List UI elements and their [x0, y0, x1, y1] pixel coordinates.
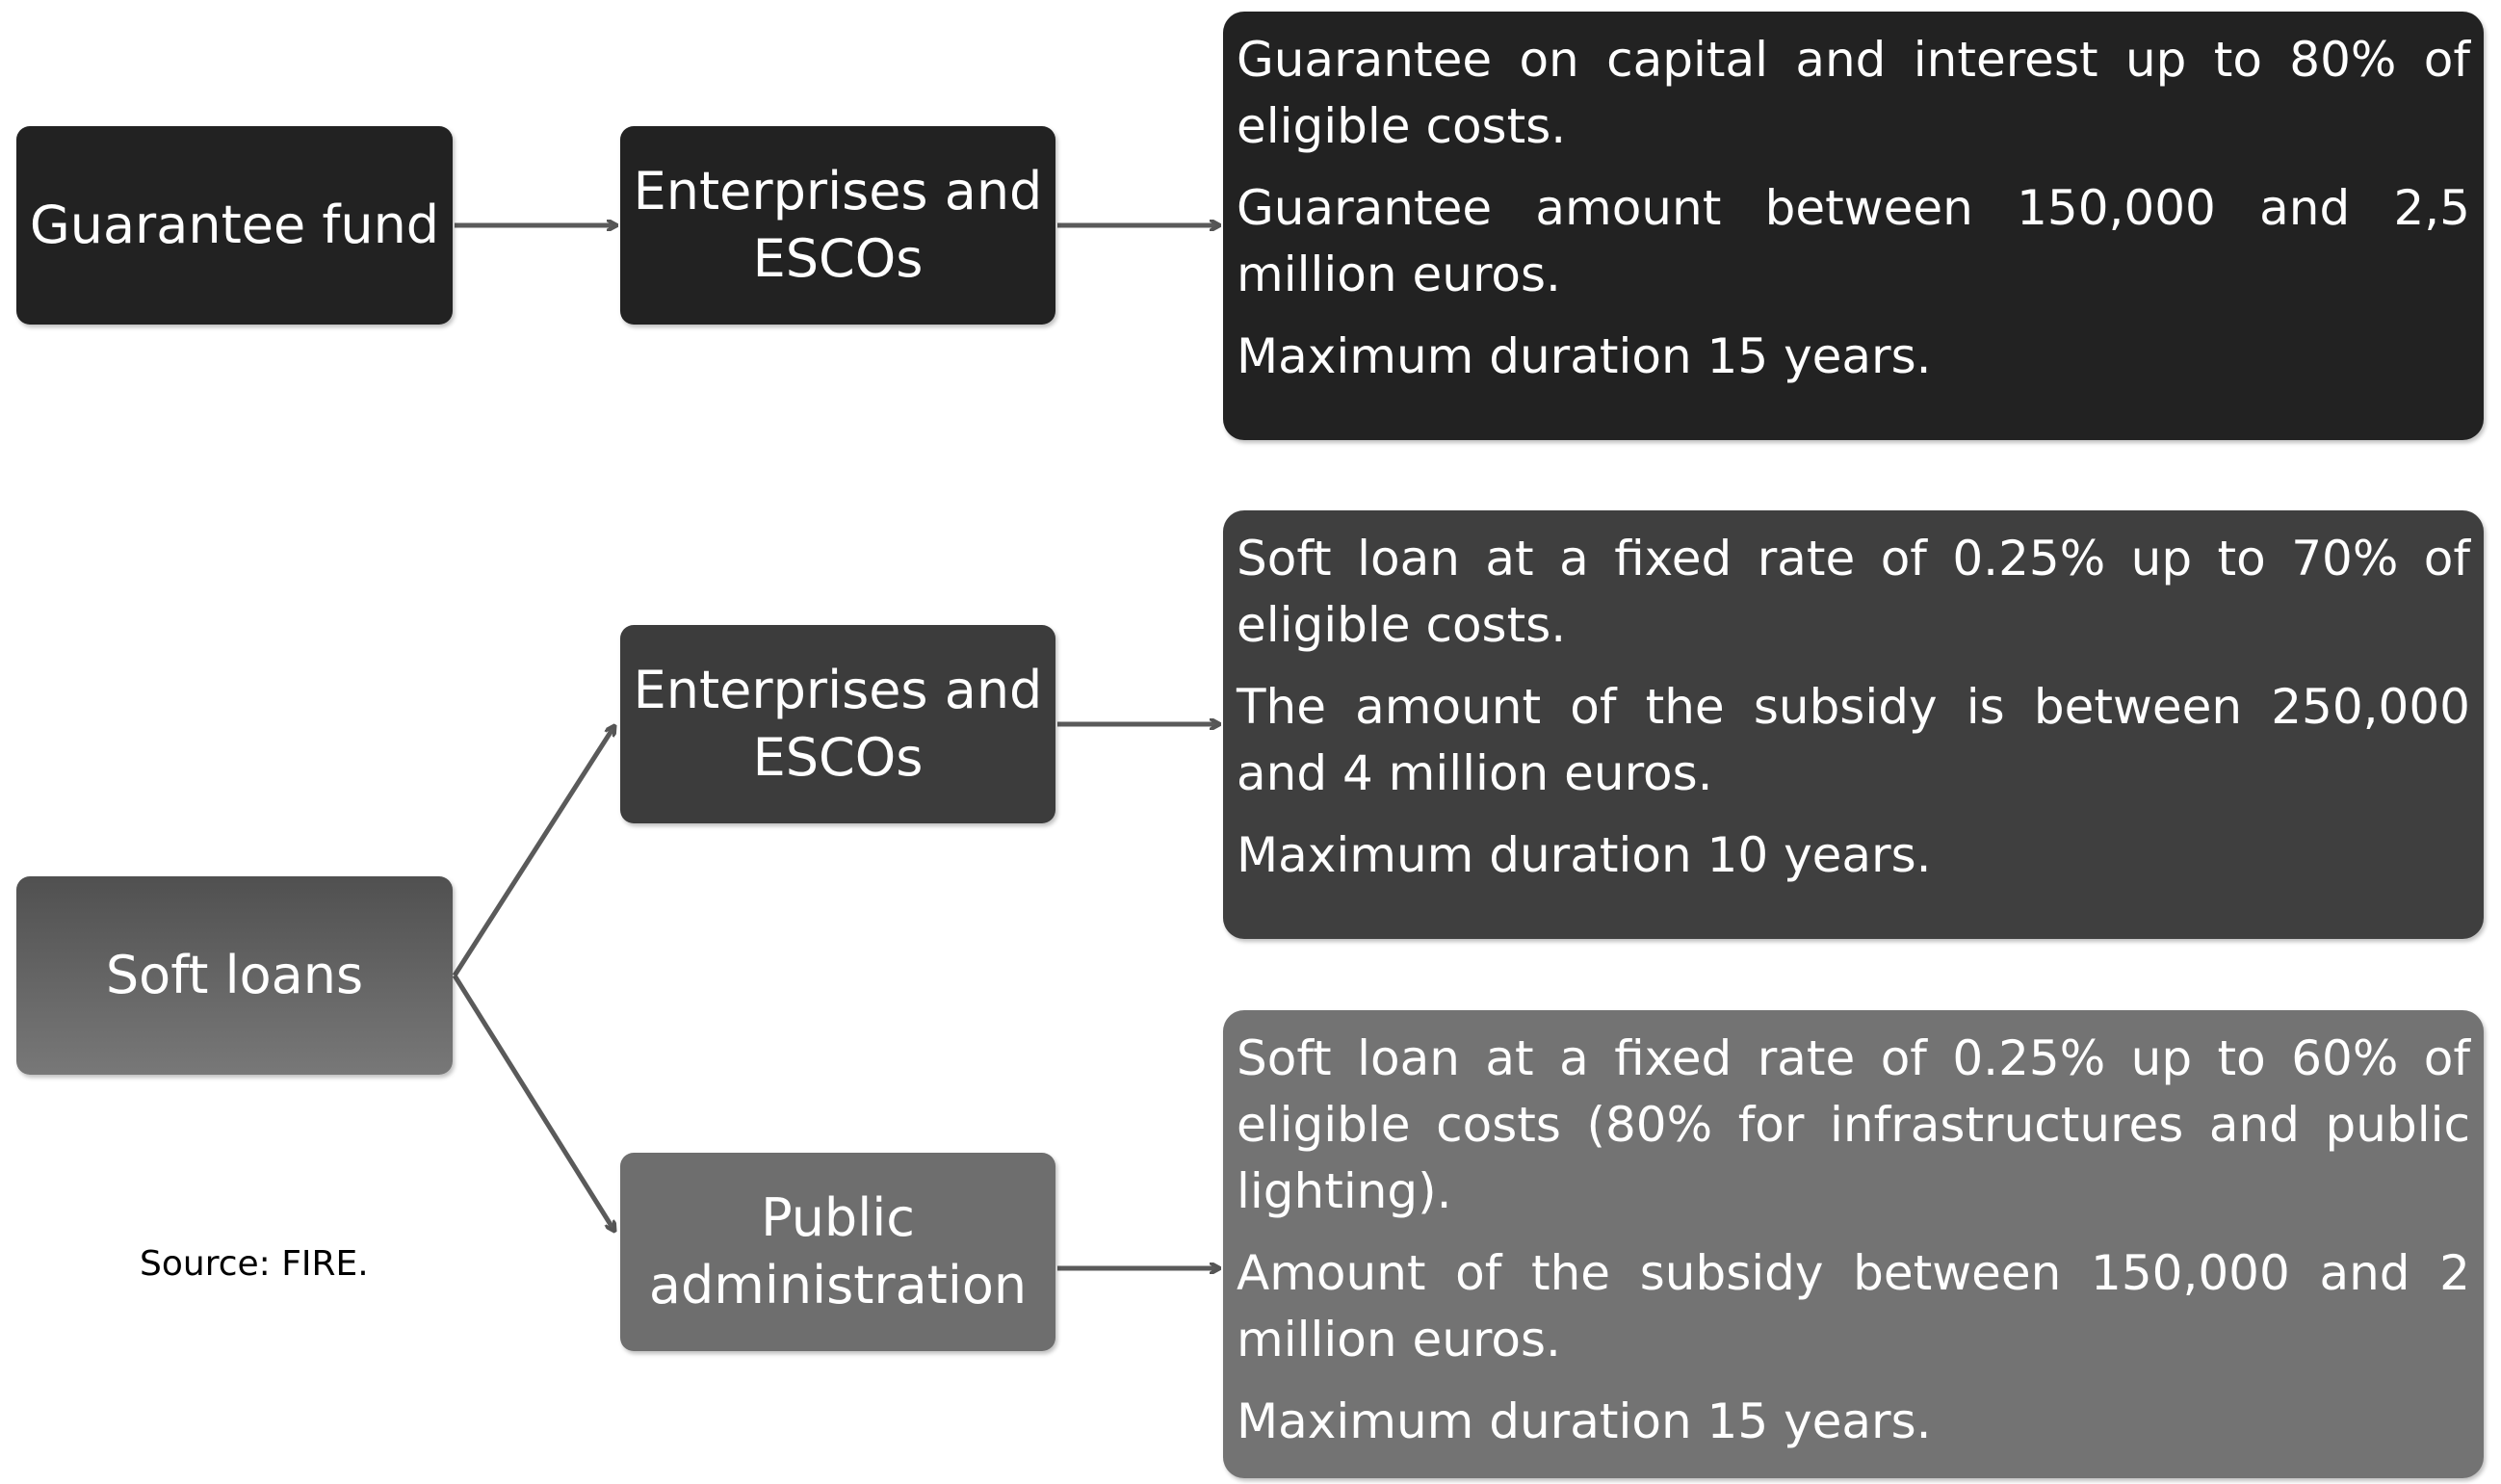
detail-text: Soft loan at a fixed rate of 0.25% up to…	[1237, 531, 2470, 653]
detail-text: Maximum duration 15 years.	[1237, 328, 1932, 384]
detail-text: Soft loan at a fixed rate of 0.25% up to…	[1237, 1030, 2470, 1219]
node: Guarantee fund	[16, 126, 453, 325]
detail-box: Soft loan at a fixed rate of 0.25% up to…	[1223, 510, 2484, 939]
node: Enterprises and ESCOs	[620, 625, 1055, 823]
detail-text: The amount of the subsidy is between 250…	[1237, 679, 2470, 801]
source-note: Source: FIRE.	[140, 1244, 369, 1284]
detail-text: Guarantee on capital and interest up to …	[1237, 32, 2470, 154]
detail-text: Maximum duration 15 years.	[1237, 1393, 1932, 1449]
node: Enterprises and ESCOs	[620, 126, 1055, 325]
arrow	[452, 974, 614, 1231]
detail-box: Guarantee on capital and interest up to …	[1223, 12, 2484, 440]
arrow	[452, 726, 614, 977]
detail-text: Amount of the subsidy between 150,000 an…	[1237, 1245, 2470, 1367]
detail-box: Soft loan at a fixed rate of 0.25% up to…	[1223, 1010, 2484, 1478]
node: Public administration	[620, 1153, 1055, 1351]
detail-text: Guarantee amount between 150,000 and 2,5…	[1237, 180, 2470, 302]
node: Soft loans	[16, 876, 453, 1075]
detail-text: Maximum duration 10 years.	[1237, 827, 1932, 883]
